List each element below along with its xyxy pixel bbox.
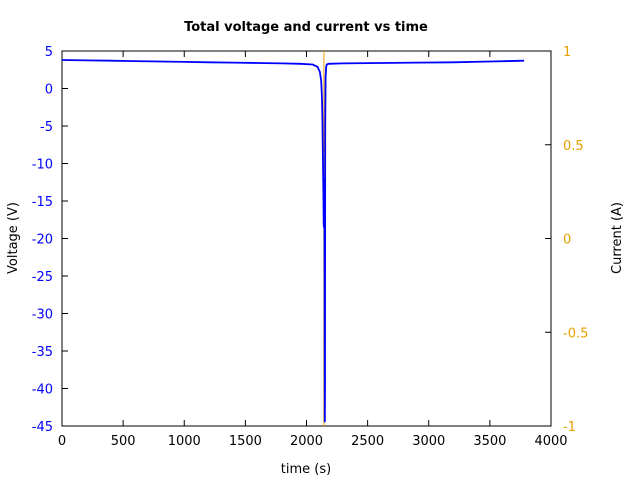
y2-tick-label: -0.5 (563, 326, 588, 341)
y-tick-label: -30 (32, 308, 53, 323)
y-tick-label: -35 (32, 345, 53, 360)
voltage-series-line (61, 59, 525, 423)
x-tick-label: 2000 (290, 434, 323, 449)
y-tick-label: -25 (32, 270, 53, 285)
y-tick-label: -45 (32, 420, 53, 435)
y-tick-label: -40 (32, 383, 53, 398)
y2-tick-label: -1 (563, 420, 576, 435)
y2-axis-label: Current (A) (610, 202, 625, 274)
plot-area: 0 500 1000 1500 2000 2500 3000 3500 400050-5-10-… (32, 45, 589, 449)
y-tick-label: -20 (32, 233, 53, 248)
y-tick-label: 0 (45, 83, 53, 98)
x-tick-label: 500 (111, 434, 136, 449)
y-axis-label: Voltage (V) (6, 202, 21, 274)
plot-frame (61, 50, 552, 427)
x-tick-label: 0 (58, 434, 66, 449)
x-tick-label: 1000 (168, 434, 201, 449)
y2-tick-label: 1 (563, 45, 571, 60)
x-tick-label: 4000 (534, 434, 567, 449)
y2-tick-label: 0 (563, 233, 571, 248)
chart-title: Total voltage and current vs time (184, 20, 428, 35)
x-tick-label: 3500 (473, 434, 506, 449)
y-tick-label: -15 (32, 195, 53, 210)
y-tick-label: 5 (45, 45, 53, 60)
x-tick-label: 2500 (351, 434, 384, 449)
y-tick-label: -5 (40, 120, 53, 135)
x-tick-label: 3000 (412, 434, 445, 449)
x-tick-label: 1500 (229, 434, 262, 449)
y2-tick-label: 0.5 (563, 139, 584, 154)
y-tick-label: -10 (32, 158, 53, 173)
x-axis-label: time (s) (281, 462, 331, 477)
